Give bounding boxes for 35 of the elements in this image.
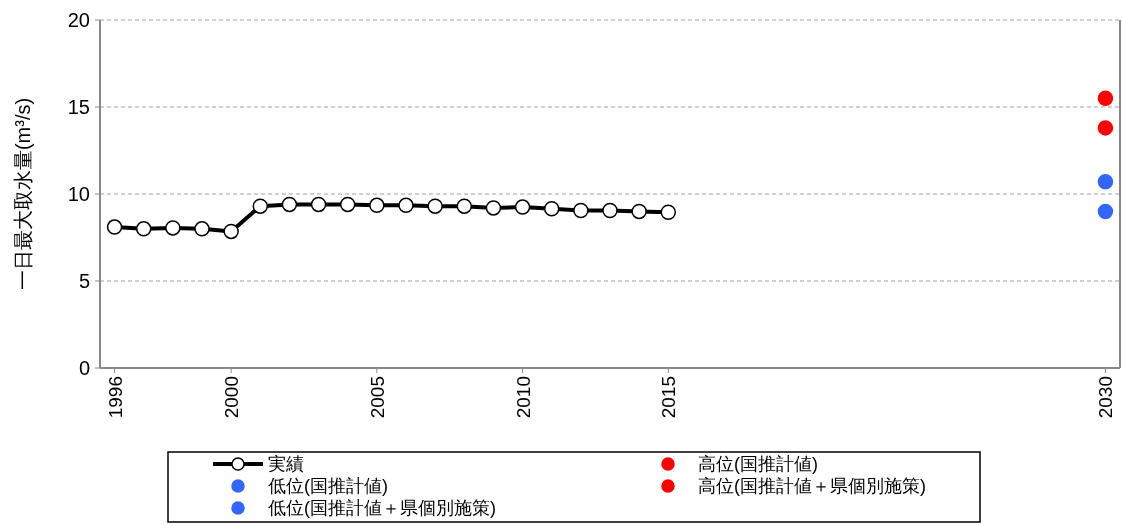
- point: [106, 219, 123, 235]
- point: [281, 196, 298, 213]
- point: [223, 223, 239, 240]
- x-tick-label: 1996: [104, 376, 126, 419]
- legend-label: 実績: [268, 454, 304, 474]
- legend-label: 高位(国推計値): [698, 454, 818, 474]
- y-axis-title: 一日最大取水量(m³/s): [12, 97, 34, 291]
- x-tick-label: 2010: [512, 376, 534, 419]
- point: [427, 198, 443, 214]
- x-tick-label: 2000: [221, 376, 243, 419]
- point: [310, 196, 327, 213]
- x-tick-label: 2005: [366, 376, 388, 419]
- point: [573, 202, 589, 219]
- point: [485, 200, 502, 216]
- point: [194, 221, 210, 237]
- y-tick-label: 10: [67, 183, 90, 205]
- point: [660, 204, 677, 221]
- x-tick-label: 2030: [1095, 376, 1117, 419]
- point: [456, 198, 473, 214]
- point: [165, 220, 181, 236]
- x-tick-label: 2015: [658, 376, 680, 419]
- point: [631, 203, 647, 220]
- y-tick-label: 0: [78, 357, 90, 379]
- point: [602, 202, 618, 219]
- point: [514, 199, 531, 215]
- point: [135, 221, 152, 237]
- legend-label: 低位(国推計値): [268, 476, 388, 496]
- point: [369, 197, 385, 214]
- point: [398, 197, 414, 214]
- y-tick-label: 5: [78, 270, 90, 292]
- point: [543, 201, 560, 217]
- point: [339, 196, 356, 213]
- y-tick-label: 15: [67, 96, 90, 118]
- point: [252, 198, 269, 214]
- y-tick-label: 20: [67, 9, 90, 31]
